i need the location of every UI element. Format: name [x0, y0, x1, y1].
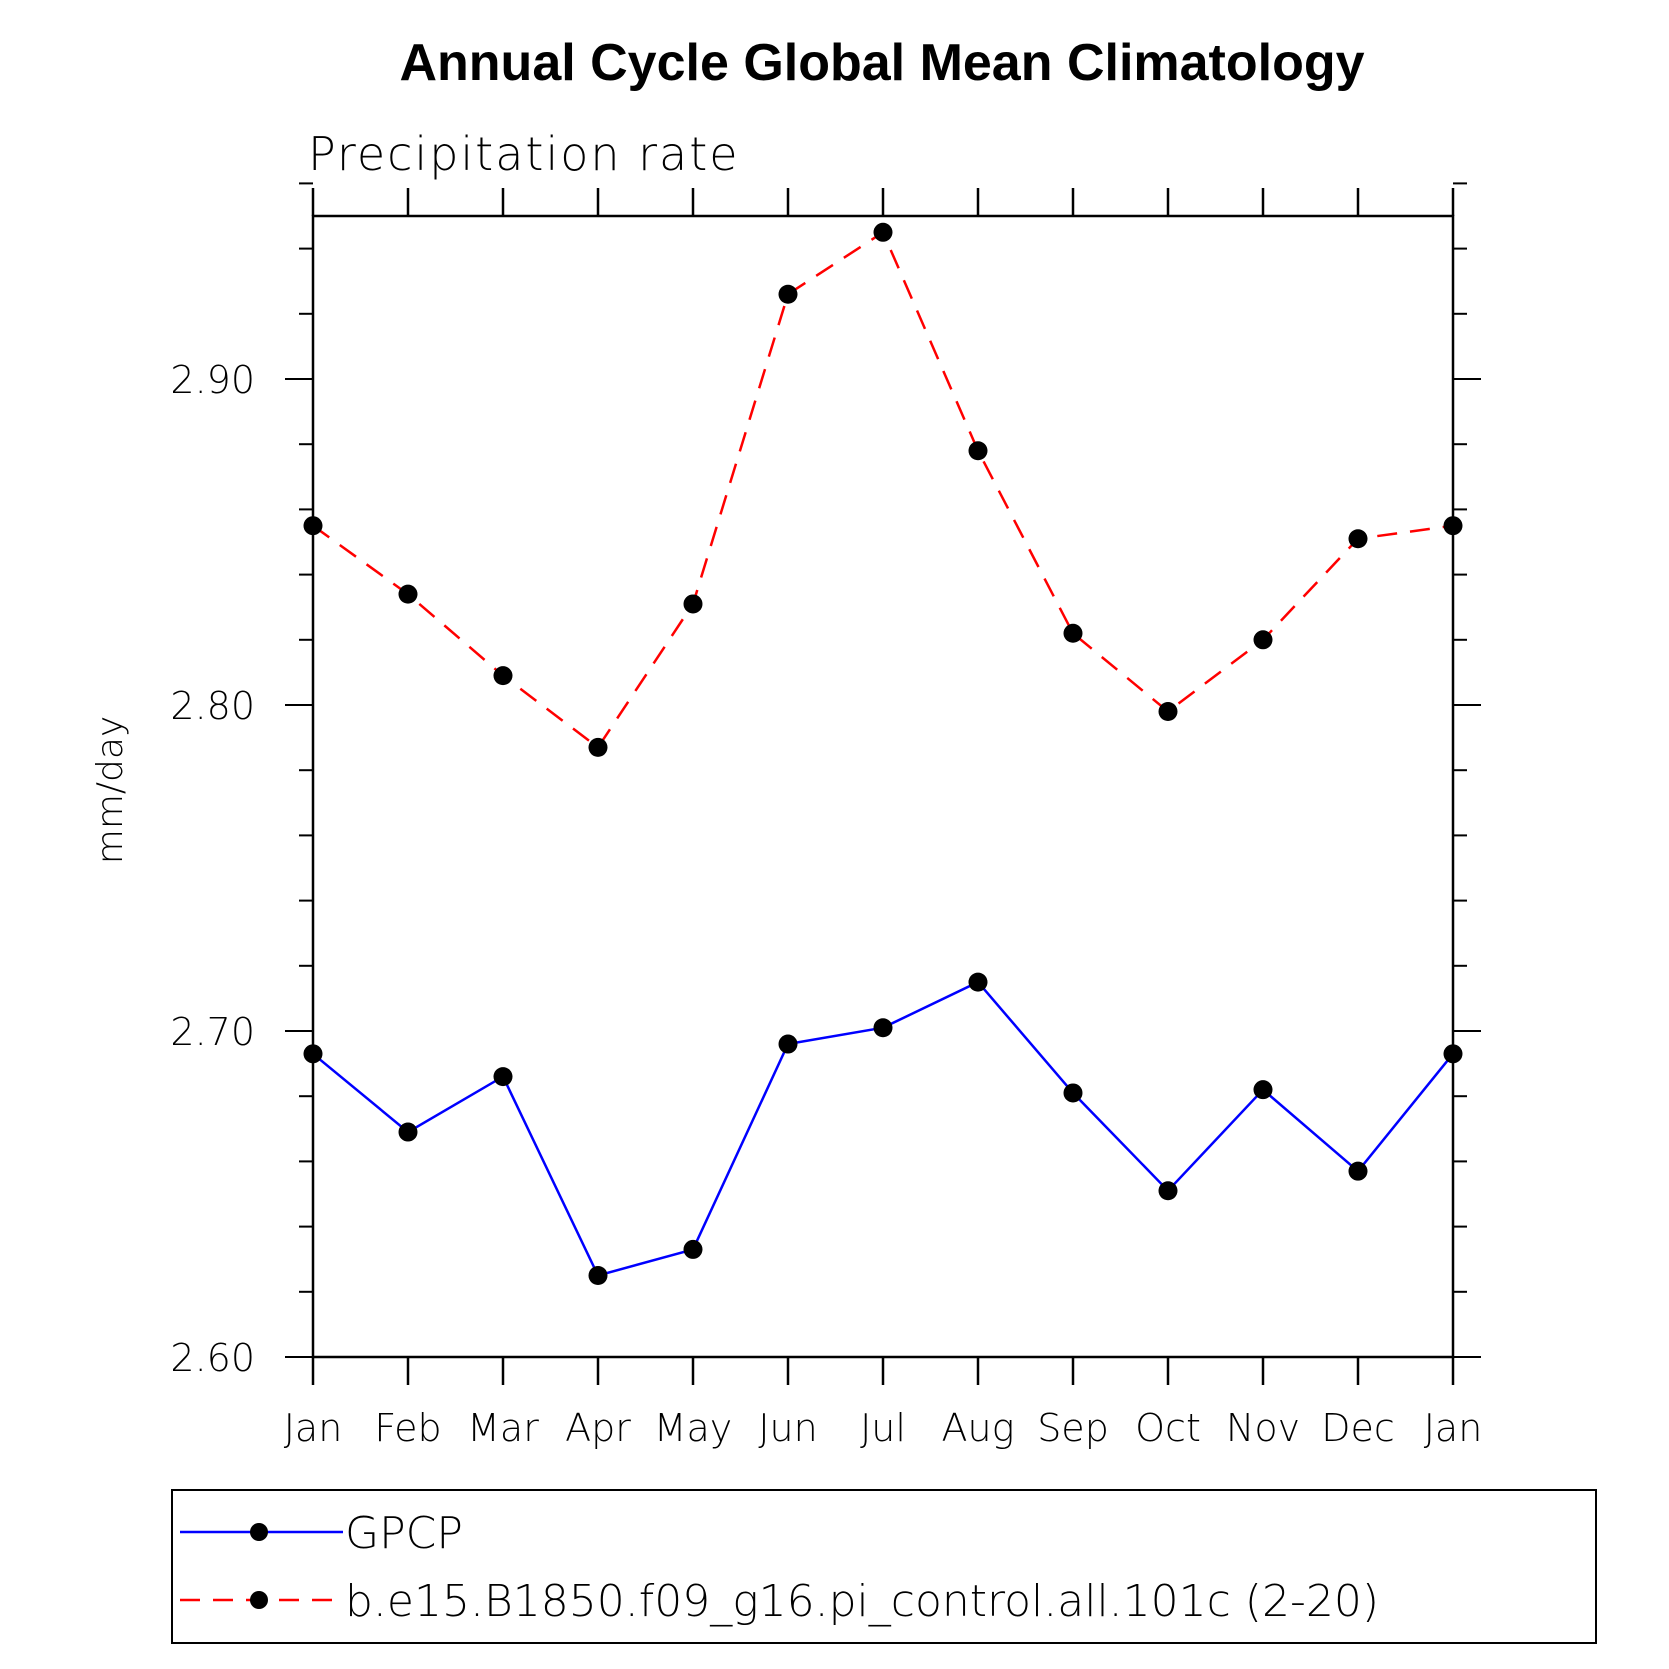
- series-1-point: [968, 441, 988, 461]
- series-0-point: [778, 1034, 798, 1054]
- y-tick-label: 2.60: [170, 1336, 255, 1380]
- series-1-point: [873, 222, 893, 242]
- series-1-point: [1348, 529, 1368, 549]
- x-tick-label: Jan: [284, 1406, 343, 1450]
- x-tick-label: Aug: [942, 1406, 1015, 1450]
- x-tick-label: Dec: [1321, 1406, 1395, 1450]
- x-tick-label: Mar: [467, 1406, 539, 1450]
- series-0-point: [1253, 1080, 1273, 1100]
- x-tick-label: Nov: [1226, 1406, 1300, 1450]
- legend-label-model: b.e15.B1850.f09_g16.pi_control.all.101c …: [345, 1576, 1379, 1627]
- series-layer: [303, 222, 1463, 1285]
- legend-marker-model: [250, 1591, 268, 1609]
- x-tick-labels: Jan Feb Mar Apr May Jun Jul Aug Sep Oct Nov Dec Jan: [284, 1406, 1483, 1450]
- x-tick-label: Sep: [1037, 1406, 1109, 1450]
- y-tick-label: 2.70: [170, 1010, 255, 1054]
- plot-axes: [285, 182, 1481, 1385]
- series-0-point: [683, 1239, 703, 1259]
- series-0-point: [493, 1067, 513, 1087]
- x-tick-label: May: [654, 1406, 733, 1450]
- plot-frame: [311, 214, 1455, 1359]
- series-0-point: [303, 1044, 323, 1064]
- series-0-point: [1348, 1161, 1368, 1181]
- y-axis-label: mm/day: [90, 716, 131, 864]
- series-0-point: [1158, 1181, 1178, 1201]
- x-tick-label: Oct: [1135, 1406, 1201, 1450]
- series-line-1: [312, 230, 1454, 750]
- x-tick-label: Jun: [758, 1406, 817, 1450]
- legend-item-model: b.e15.B1850.f09_g16.pi_control.all.101c …: [180, 1576, 1379, 1627]
- legend-label-gpcp: GPCP: [345, 1508, 463, 1559]
- x-tick-label: Jan: [1424, 1406, 1483, 1450]
- legend-item-gpcp: GPCP: [180, 1508, 463, 1559]
- x-tick-label: Apr: [565, 1406, 631, 1450]
- legend: GPCP b.e15.B1850.f09_g16.pi_control.all.…: [171, 1489, 1597, 1644]
- series-1-point: [1443, 516, 1463, 536]
- series-1-point: [778, 284, 798, 304]
- series-1-point: [1063, 623, 1083, 643]
- x-tick-label: Feb: [374, 1406, 441, 1450]
- series-0-point: [873, 1018, 893, 1038]
- chart-title: Annual Cycle Global Mean Climatology: [399, 34, 1364, 92]
- series-1-point: [588, 737, 608, 757]
- series-0-point: [1063, 1083, 1083, 1103]
- y-tick-label: 2.90: [170, 358, 255, 402]
- series-0-point: [1443, 1044, 1463, 1064]
- chart-subtitle: Precipitation rate: [308, 127, 740, 181]
- x-tick-label: Jul: [860, 1406, 906, 1450]
- y-tick-labels: 2.60 2.70 2.80 2.90: [170, 358, 255, 1380]
- series-0-point: [588, 1266, 608, 1285]
- series-1-point: [1253, 630, 1273, 650]
- series-1-point: [683, 594, 703, 614]
- legend-marker-gpcp: [250, 1523, 268, 1541]
- legend-box: [171, 1489, 1597, 1644]
- series-1-point: [1158, 702, 1178, 722]
- series-1-point: [398, 584, 418, 604]
- series-0-point: [968, 972, 988, 992]
- series-1-point: [493, 666, 513, 686]
- series-1-point: [303, 516, 323, 536]
- series-0-point: [398, 1122, 418, 1142]
- y-tick-label: 2.80: [170, 684, 255, 728]
